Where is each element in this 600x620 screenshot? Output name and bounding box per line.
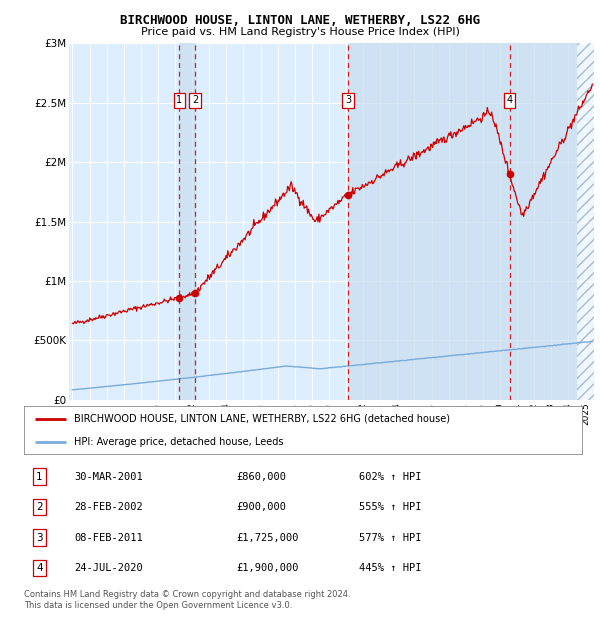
Text: 08-FEB-2011: 08-FEB-2011 (74, 533, 143, 542)
Text: £1,900,000: £1,900,000 (236, 563, 299, 573)
Text: This data is licensed under the Open Government Licence v3.0.: This data is licensed under the Open Gov… (24, 601, 292, 611)
Text: BIRCHWOOD HOUSE, LINTON LANE, WETHERBY, LS22 6HG: BIRCHWOOD HOUSE, LINTON LANE, WETHERBY, … (120, 14, 480, 27)
Text: 2: 2 (192, 95, 198, 105)
Text: 2: 2 (37, 502, 43, 512)
Text: Contains HM Land Registry data © Crown copyright and database right 2024.: Contains HM Land Registry data © Crown c… (24, 590, 350, 600)
Bar (577, 43, 594, 400)
Text: 4: 4 (37, 563, 43, 573)
Text: 602% ↑ HPI: 602% ↑ HPI (359, 472, 421, 482)
Text: 3: 3 (37, 533, 43, 542)
Text: 577% ↑ HPI: 577% ↑ HPI (359, 533, 421, 542)
Text: 4: 4 (506, 95, 512, 105)
Text: Price paid vs. HM Land Registry's House Price Index (HPI): Price paid vs. HM Land Registry's House … (140, 27, 460, 37)
Text: 3: 3 (345, 95, 351, 105)
Text: 30-MAR-2001: 30-MAR-2001 (74, 472, 143, 482)
Text: 1: 1 (37, 472, 43, 482)
Text: £900,000: £900,000 (236, 502, 286, 512)
Text: 28-FEB-2002: 28-FEB-2002 (74, 502, 143, 512)
Text: 24-JUL-2020: 24-JUL-2020 (74, 563, 143, 573)
Text: HPI: Average price, detached house, Leeds: HPI: Average price, detached house, Leed… (74, 437, 284, 447)
Text: £1,725,000: £1,725,000 (236, 533, 299, 542)
Text: £860,000: £860,000 (236, 472, 286, 482)
Bar (179, 43, 195, 400)
Bar (577, 43, 594, 400)
Text: 555% ↑ HPI: 555% ↑ HPI (359, 502, 421, 512)
Text: BIRCHWOOD HOUSE, LINTON LANE, WETHERBY, LS22 6HG (detached house): BIRCHWOOD HOUSE, LINTON LANE, WETHERBY, … (74, 414, 450, 424)
Bar (348, 43, 577, 400)
Text: 1: 1 (176, 95, 182, 105)
Text: 445% ↑ HPI: 445% ↑ HPI (359, 563, 421, 573)
